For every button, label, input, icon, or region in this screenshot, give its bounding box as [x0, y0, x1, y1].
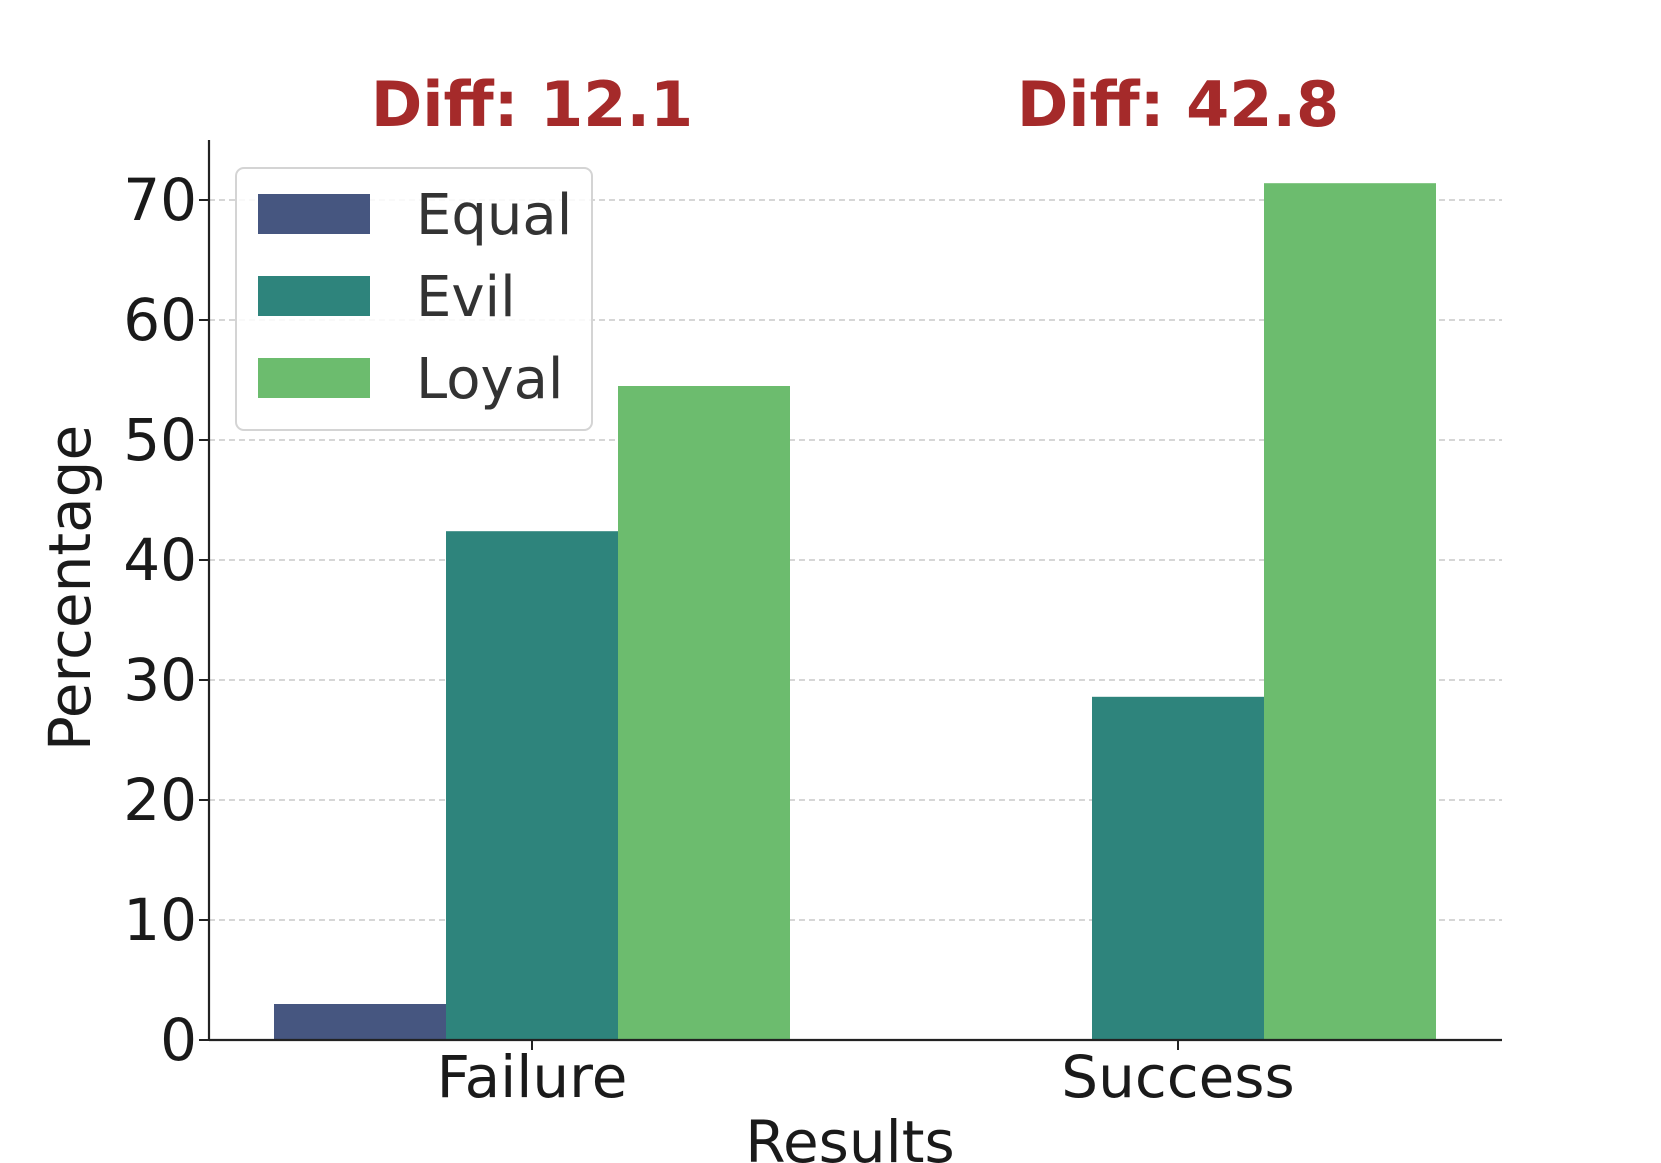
y-tick-label: 70	[123, 166, 197, 234]
bar-loyal-failure	[618, 386, 790, 1040]
legend-label-equal: Equal	[416, 183, 572, 248]
legend-label-loyal: Loyal	[416, 347, 564, 412]
y-tick-label: 10	[123, 886, 197, 954]
y-tick-label: 60	[123, 286, 197, 354]
legend: Equal Evil Loyal	[235, 167, 593, 431]
bars-layer	[274, 183, 1436, 1040]
y-tick-label: 0	[160, 1006, 197, 1074]
bar-evil-success	[1092, 696, 1264, 1040]
legend-swatch-equal	[258, 194, 370, 234]
diff-annotation: Diff: 42.8	[1017, 68, 1339, 141]
y-tick-label: 40	[123, 526, 197, 594]
diff-annotation: Diff: 12.1	[371, 68, 693, 141]
bar-loyal-success	[1264, 183, 1436, 1040]
x-axis-label: Results	[745, 1108, 954, 1163]
axes-layer	[207, 140, 1502, 1042]
y-tick-label: 20	[123, 766, 197, 834]
bar-equal-failure	[274, 1004, 446, 1040]
y-tick-label: 50	[123, 406, 197, 474]
legend-label-evil: Evil	[416, 265, 516, 330]
x-tick-label: Success	[1061, 1043, 1294, 1111]
annotation-layer: Diff: 12.1 Diff: 42.8	[371, 68, 1339, 141]
ticks-layer: 0 10 20 30 40 50 60 70 Failure Success	[123, 166, 1295, 1111]
y-axis-label: Percentage	[36, 425, 104, 751]
legend-swatch-loyal	[258, 358, 370, 398]
legend-swatch-evil	[258, 276, 370, 316]
bar-evil-failure	[446, 531, 618, 1040]
y-tick-label: 30	[123, 646, 197, 714]
x-tick-label: Failure	[437, 1043, 628, 1111]
